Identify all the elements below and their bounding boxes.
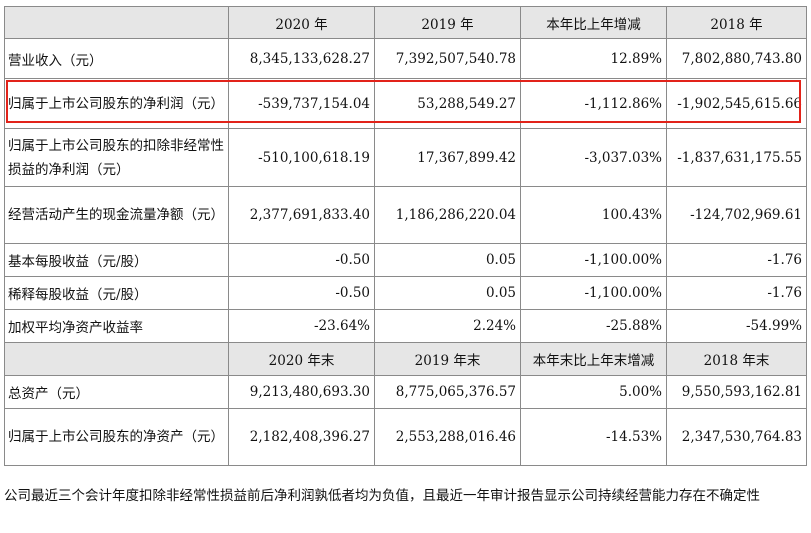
table-row-diluted-eps: 稀释每股收益（元/股） -0.50 0.05 -1,100.00% -1.76	[4, 276, 807, 310]
value-2020: -510,100,618.19	[228, 128, 375, 187]
value-change: -25.88%	[520, 309, 667, 343]
value-2020: 8,345,133,628.27	[228, 38, 375, 79]
value-change: -1,112.86%	[520, 78, 667, 129]
value-2020: -23.64%	[228, 309, 375, 343]
header-cell-blank	[4, 342, 229, 376]
value-2018: -1,837,631,175.55	[666, 128, 807, 187]
value-2018: -54.99%	[666, 309, 807, 343]
value-2018-end: 2,347,530,764.83	[666, 408, 807, 466]
footnote: 公司最近三个会计年度扣除非经常性损益前后净利润孰低者均为负值，且最近一年审计报告…	[4, 488, 760, 504]
table-row-total-assets: 总资产（元） 9,213,480,693.30 8,775,065,376.57…	[4, 375, 807, 409]
value-change: -3,037.03%	[520, 128, 667, 187]
row-label: 总资产（元）	[4, 375, 229, 409]
value-change-end: -14.53%	[520, 408, 667, 466]
header-cell-blank	[4, 6, 229, 39]
value-2019: 53,288,549.27	[374, 78, 521, 129]
table-row-basic-eps: 基本每股收益（元/股） -0.50 0.05 -1,100.00% -1.76	[4, 243, 807, 277]
value-2019-end: 2,553,288,016.46	[374, 408, 521, 466]
value-2019-end: 8,775,065,376.57	[374, 375, 521, 409]
value-2019: 0.05	[374, 243, 521, 277]
value-2018: -124,702,969.61	[666, 186, 807, 244]
value-2020: -0.50	[228, 243, 375, 277]
value-2020: 2,377,691,833.40	[228, 186, 375, 244]
row-label: 基本每股收益（元/股）	[4, 243, 229, 277]
table-row-net-profit-excl-nonrecurring: 归属于上市公司股东的扣除非经常性损益的净利润（元） -510,100,618.1…	[4, 128, 807, 187]
value-change: 12.89%	[520, 38, 667, 79]
value-2018-end: 9,550,593,162.81	[666, 375, 807, 409]
value-2018: -1,902,545,615.66	[666, 78, 807, 129]
header-row-year-end: 2020 年末 2019 年末 本年末比上年末增减 2018 年末	[4, 342, 807, 376]
header-cell-2018-end: 2018 年末	[666, 342, 807, 376]
row-label: 营业收入（元）	[4, 38, 229, 79]
header-cell-2019: 2019 年	[374, 6, 521, 39]
value-2018: -1.76	[666, 276, 807, 310]
value-change: -1,100.00%	[520, 243, 667, 277]
header-cell-change-end: 本年末比上年末增减	[520, 342, 667, 376]
value-2019: 17,367,899.42	[374, 128, 521, 187]
header-cell-2019-end: 2019 年末	[374, 342, 521, 376]
value-2020: -0.50	[228, 276, 375, 310]
financial-table: 2020 年 2019 年 本年比上年增减 2018 年 营业收入（元） 8,3…	[4, 6, 807, 466]
value-2018: -1.76	[666, 243, 807, 277]
header-row-annual: 2020 年 2019 年 本年比上年增减 2018 年	[4, 6, 807, 39]
value-change: -1,100.00%	[520, 276, 667, 310]
value-2019: 7,392,507,540.78	[374, 38, 521, 79]
table-row-revenue: 营业收入（元） 8,345,133,628.27 7,392,507,540.7…	[4, 38, 807, 79]
table-row-net-profit: 归属于上市公司股东的净利润（元） -539,737,154.04 53,288,…	[4, 78, 807, 129]
value-2019: 1,186,286,220.04	[374, 186, 521, 244]
header-cell-2020-end: 2020 年末	[228, 342, 375, 376]
row-label: 稀释每股收益（元/股）	[4, 276, 229, 310]
row-label: 加权平均净资产收益率	[4, 309, 229, 343]
table-row-weighted-roe: 加权平均净资产收益率 -23.64% 2.24% -25.88% -54.99%	[4, 309, 807, 343]
table-row-net-assets: 归属于上市公司股东的净资产（元） 2,182,408,396.27 2,553,…	[4, 408, 807, 466]
header-cell-change: 本年比上年增减	[520, 6, 667, 39]
header-cell-2018: 2018 年	[666, 6, 807, 39]
value-2020-end: 9,213,480,693.30	[228, 375, 375, 409]
value-2020-end: 2,182,408,396.27	[228, 408, 375, 466]
value-change-end: 5.00%	[520, 375, 667, 409]
value-2020: -539,737,154.04	[228, 78, 375, 129]
row-label: 归属于上市公司股东的扣除非经常性损益的净利润（元）	[4, 128, 229, 187]
row-label: 归属于上市公司股东的净资产（元）	[4, 408, 229, 466]
row-label: 经营活动产生的现金流量净额（元）	[4, 186, 229, 244]
value-2019: 0.05	[374, 276, 521, 310]
table-row-operating-cash-flow: 经营活动产生的现金流量净额（元） 2,377,691,833.40 1,186,…	[4, 186, 807, 244]
value-2018: 7,802,880,743.80	[666, 38, 807, 79]
value-change: 100.43%	[520, 186, 667, 244]
row-label: 归属于上市公司股东的净利润（元）	[4, 78, 229, 129]
value-2019: 2.24%	[374, 309, 521, 343]
header-cell-2020: 2020 年	[228, 6, 375, 39]
